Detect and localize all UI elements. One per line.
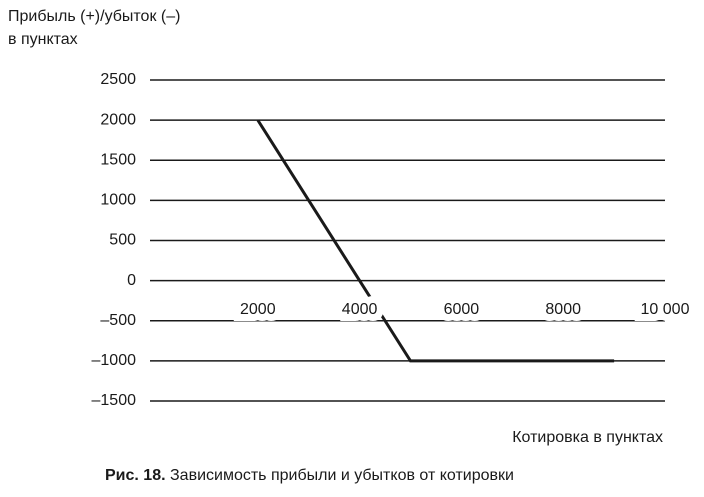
caption: Рис. 18. Зависимость прибыли и убытков о…: [105, 467, 514, 484]
x-axis-label: Котировка в пунктах: [512, 429, 663, 446]
x-tick-label: 6000: [444, 301, 480, 318]
x-tick-label: 4000: [342, 301, 378, 318]
caption-text: Зависимость прибыли и убытков от котиров…: [170, 467, 514, 484]
y-axis-label: в пунктах: [8, 31, 78, 48]
x-tick-label: 2000: [240, 301, 276, 318]
y-tick-label: –500: [100, 312, 136, 329]
caption-label: Рис. 18.: [105, 467, 166, 484]
data-line: [256, 119, 615, 363]
y-axis-label: Прибыль (+)/убыток (–): [8, 8, 180, 25]
x-tick-label: 10 000: [641, 301, 690, 318]
y-tick-label: 2500: [100, 71, 136, 88]
y-tick-label: –1500: [92, 392, 137, 409]
y-tick-label: 2000: [100, 111, 136, 128]
y-tick-label: 0: [127, 272, 136, 289]
y-tick-label: 500: [109, 232, 136, 249]
y-tick-label: 1000: [100, 192, 136, 209]
y-tick-label: –1000: [92, 352, 137, 369]
x-tick-label: 8000: [545, 301, 581, 318]
y-tick-label: 1500: [100, 151, 136, 168]
